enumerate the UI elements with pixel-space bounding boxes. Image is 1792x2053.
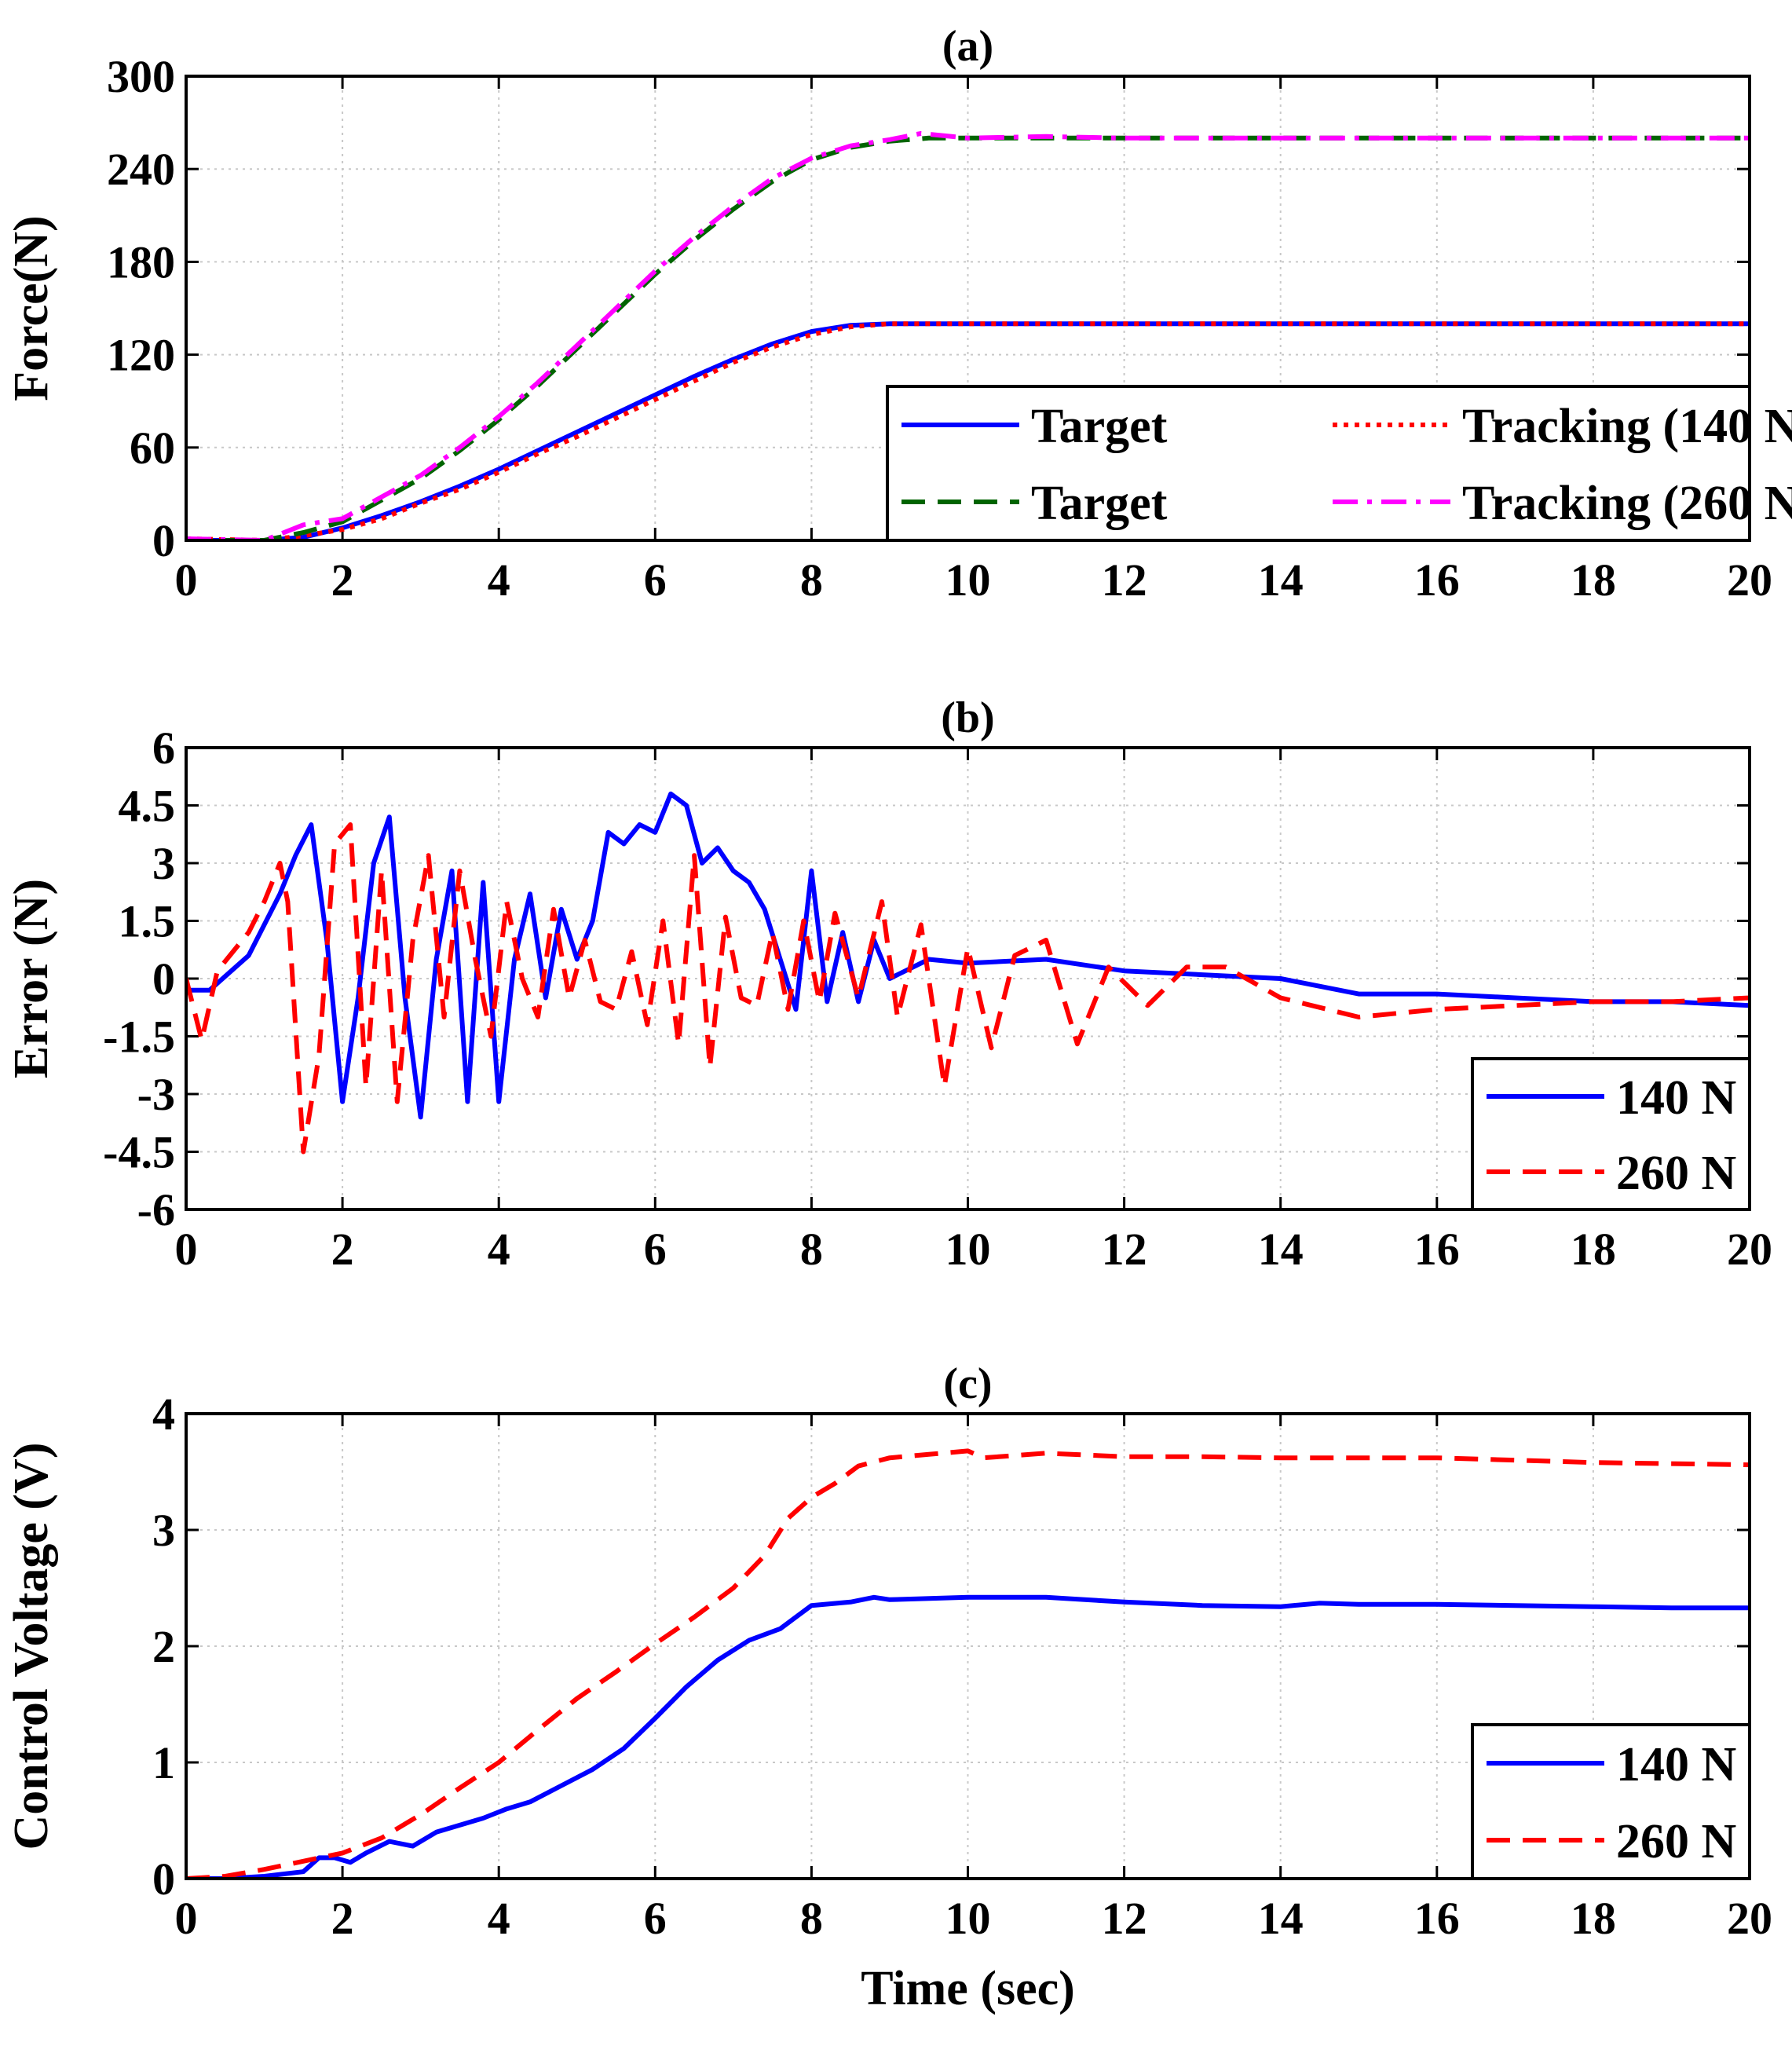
y-tick-label: -3	[137, 1069, 175, 1120]
x-tick-label: 18	[1571, 1893, 1616, 1944]
y-tick-label: 180	[107, 236, 175, 287]
y-axis-label: Error (N)	[5, 879, 58, 1078]
x-tick-label: 20	[1727, 554, 1772, 606]
x-tick-label: 20	[1727, 1893, 1772, 1944]
x-tick-label: 0	[175, 554, 198, 606]
chart-a: 0 2 4 6 8 10 12 14 16 18 20 0 60 120 180 240 300 (a) Force…	[5, 22, 1792, 606]
y-tick-label: 4.5	[119, 781, 176, 832]
y-tick-label: 6	[152, 723, 175, 774]
x-tick-label: 16	[1414, 554, 1460, 606]
y-tick-label: 0	[152, 1854, 175, 1905]
y-tick-label: -1.5	[103, 1012, 175, 1063]
x-tick-label: 2	[331, 554, 354, 606]
x-tick-label: 6	[644, 554, 667, 606]
legend-label: Tracking (260 N)	[1462, 477, 1792, 530]
series-line-4	[186, 130, 1750, 540]
x-tick-label: 14	[1258, 1224, 1304, 1275]
chart-title: (c)	[943, 1360, 992, 1408]
legend-label: 140 N	[1616, 1738, 1736, 1791]
axes-frame	[185, 1412, 1751, 1880]
x-tick-label: 4	[488, 1893, 510, 1944]
legend-box	[1471, 1723, 1751, 1880]
series-line-2	[186, 1448, 1750, 1879]
series-line-1	[186, 321, 1750, 540]
y-axis-label: Control Voltage (V)	[5, 1443, 58, 1850]
x-tick-label: 18	[1571, 554, 1616, 606]
x-tick-label: 8	[800, 554, 823, 606]
x-tick-label: 16	[1414, 1224, 1460, 1275]
legend-label: 260 N	[1616, 1815, 1736, 1868]
y-tick-label: 60	[130, 423, 175, 474]
x-tick-label: 8	[800, 1893, 823, 1944]
chart-b: 0 2 4 6 8 10 12 14 16 18 20 -6 -4.5 -3 -1.5 0 1.5 3 4.5 6 (b…	[5, 693, 1772, 1275]
x-tick-label: 4	[488, 554, 510, 606]
x-tick-label: 14	[1258, 1893, 1304, 1944]
x-tick-label: 6	[644, 1224, 667, 1275]
series-line-1	[186, 1594, 1750, 1879]
x-tick-label: 20	[1727, 1224, 1772, 1275]
x-tick-label: 2	[331, 1893, 354, 1944]
axes-frame	[185, 746, 1751, 1211]
y-tick-label: -6	[137, 1184, 175, 1235]
x-tick-label: 16	[1414, 1893, 1460, 1944]
x-tick-label: 6	[644, 1893, 667, 1944]
legend-label: Target	[1031, 477, 1168, 530]
y-tick-label: 120	[107, 330, 175, 381]
x-tick-label: 0	[175, 1224, 198, 1275]
y-axis-label: Force(N)	[5, 215, 58, 401]
legend-label: 140 N	[1616, 1071, 1736, 1125]
legend: 140 N 260 N	[1471, 1723, 1751, 1880]
legend-label: Tracking (140 N)	[1462, 400, 1792, 453]
x-axis-label: Time (sec)	[861, 1962, 1075, 2015]
x-tick-label: 12	[1102, 1893, 1147, 1944]
y-tick-label: 300	[107, 51, 175, 102]
x-tick-label: 4	[488, 1224, 510, 1275]
legend-box	[886, 385, 1751, 542]
x-tick-label: 0	[175, 1893, 198, 1944]
chart-title: (a)	[942, 22, 993, 71]
x-tick-label: 14	[1258, 554, 1304, 606]
x-tick-label: 10	[945, 554, 991, 606]
y-tick-label: 4	[152, 1389, 175, 1440]
y-tick-label: 2	[152, 1621, 175, 1672]
legend: Target Tracking (140 N) Target Tracking (26…	[886, 385, 1792, 542]
series-line-1	[186, 791, 1750, 1120]
y-tick-label: -4.5	[103, 1127, 175, 1178]
chart-title: (b)	[941, 693, 994, 742]
x-tick-label: 10	[945, 1893, 991, 1944]
y-tick-label: 0	[152, 953, 175, 1005]
x-tick-label: 8	[800, 1224, 823, 1275]
y-tick-label: 1	[152, 1737, 175, 1788]
legend-box	[1471, 1057, 1751, 1211]
y-tick-label: 1.5	[119, 896, 176, 947]
x-tick-label: 10	[945, 1224, 991, 1275]
y-tick-label: 240	[107, 144, 175, 195]
legend-label: Target	[1031, 400, 1168, 453]
x-tick-label: 12	[1102, 1224, 1147, 1275]
x-tick-label: 12	[1102, 554, 1147, 606]
y-tick-label: 3	[152, 1505, 175, 1556]
x-tick-label: 2	[331, 1224, 354, 1275]
y-tick-label: 3	[152, 838, 175, 889]
legend-label: 260 N	[1616, 1147, 1736, 1200]
legend: 140 N 260 N	[1471, 1057, 1751, 1211]
x-tick-label: 18	[1571, 1224, 1616, 1275]
series-line-2	[186, 321, 1750, 540]
y-tick-label: 0	[152, 515, 175, 566]
